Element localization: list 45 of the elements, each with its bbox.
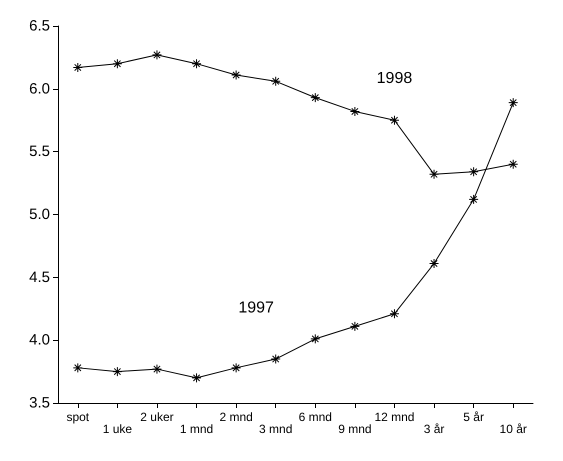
- text: 1997: [238, 299, 274, 316]
- x-tick-label: 2 mnd: [219, 410, 253, 424]
- point: [270, 354, 281, 364]
- x-tick-label: 5 år: [463, 410, 484, 424]
- point: [429, 258, 440, 269]
- point: [192, 372, 202, 383]
- point: [468, 166, 479, 177]
- x-tick-label: 1 uke: [102, 422, 132, 436]
- x-tick-label: 9 mnd: [338, 422, 372, 436]
- point: [152, 50, 162, 60]
- y-tick-label: 6.5: [29, 18, 50, 34]
- x-tick-label: spot: [66, 410, 90, 424]
- point: [112, 58, 122, 69]
- point: [231, 362, 242, 373]
- point: [152, 364, 162, 374]
- point: [508, 98, 518, 108]
- y-tick-label: 6.0: [29, 80, 50, 98]
- point: [72, 62, 83, 72]
- y-tick-label: 4.0: [29, 332, 50, 349]
- point: [310, 334, 320, 344]
- y-tick-label: 4.5: [29, 268, 50, 286]
- point: [508, 159, 518, 170]
- series-label: 1998: [376, 70, 412, 87]
- point: [72, 362, 83, 373]
- x-tick-label: 12 mnd: [374, 410, 414, 424]
- point: [429, 169, 440, 180]
- point: [270, 76, 281, 86]
- y-tick-label: 5.5: [29, 143, 50, 160]
- x-tick-label: 6 mnd: [298, 410, 332, 424]
- point: [310, 92, 320, 103]
- x-tick-label: 10 år: [500, 422, 527, 436]
- point: [192, 58, 202, 69]
- x-tick-label: 1 mnd: [180, 422, 214, 436]
- point: [468, 194, 479, 204]
- y-tick-label: 3.5: [29, 394, 50, 412]
- x-tick-label: 2 uker: [140, 410, 174, 424]
- point: [350, 106, 360, 116]
- point: [389, 308, 400, 319]
- point: [231, 70, 242, 80]
- y-tick-label: 5.0: [29, 206, 50, 223]
- x-tick-label: 3 år: [424, 422, 444, 436]
- x-tick-label: 3 mnd: [259, 422, 292, 436]
- point: [389, 115, 400, 126]
- point: [350, 321, 360, 332]
- point: [112, 366, 122, 377]
